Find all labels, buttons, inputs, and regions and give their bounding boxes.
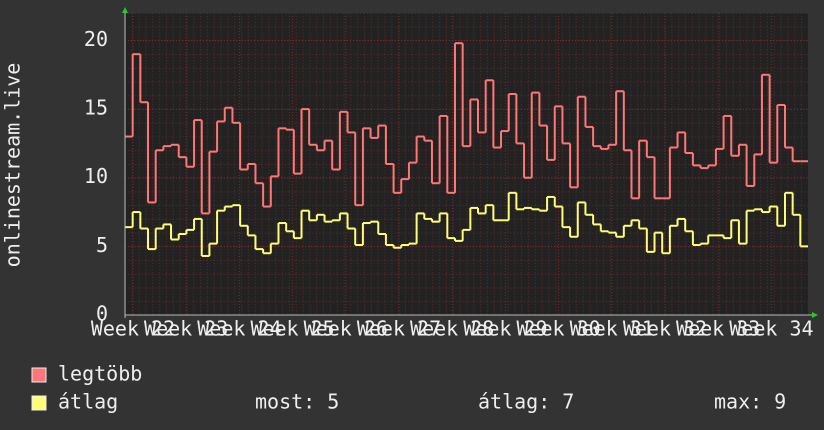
y-tick-label: 10 bbox=[84, 164, 108, 188]
x-tick-label: Week 23 bbox=[144, 317, 228, 341]
y-axis-label: onlinestream.live bbox=[1, 63, 25, 268]
x-tick-label: Week 30 bbox=[516, 317, 600, 341]
legend-swatch bbox=[31, 395, 47, 411]
legend-label: legtöbb bbox=[58, 362, 142, 386]
stat-label: max: bbox=[714, 390, 762, 414]
plot bbox=[125, 13, 808, 316]
stat-value: 9 bbox=[774, 390, 786, 414]
minor-grid bbox=[125, 13, 808, 315]
x-tick-label: Week 28 bbox=[410, 317, 494, 341]
y-tick-label: 15 bbox=[84, 96, 108, 120]
y-tick-label: 5 bbox=[96, 233, 108, 257]
x-tick-label: Week 22 bbox=[91, 317, 175, 341]
x-tick-label: Week 26 bbox=[304, 317, 388, 341]
x-tick-label: Week 31 bbox=[570, 317, 654, 341]
x-tick-label: Week 25 bbox=[250, 317, 334, 341]
stat-value: 5 bbox=[327, 390, 339, 414]
x-tick-label: Week 32 bbox=[623, 317, 707, 341]
y-tick-label: 20 bbox=[84, 27, 108, 51]
stat-label: most: bbox=[255, 390, 315, 414]
x-tick-label: Week 34 bbox=[729, 317, 813, 341]
legend-swatch bbox=[31, 367, 47, 383]
x-tick-label: Week 33 bbox=[676, 317, 760, 341]
x-tick-label: Week 24 bbox=[197, 317, 281, 341]
legend-label: átlag bbox=[58, 390, 118, 414]
stat-label: átlag: bbox=[478, 390, 550, 414]
x-tick-label: Week 27 bbox=[357, 317, 441, 341]
x-tick-label: Week 29 bbox=[463, 317, 547, 341]
y-tick-label: 0 bbox=[96, 302, 108, 326]
y-axis-arrow bbox=[122, 7, 128, 13]
x-axis-arrow bbox=[812, 312, 818, 318]
stat-value: 7 bbox=[562, 390, 574, 414]
